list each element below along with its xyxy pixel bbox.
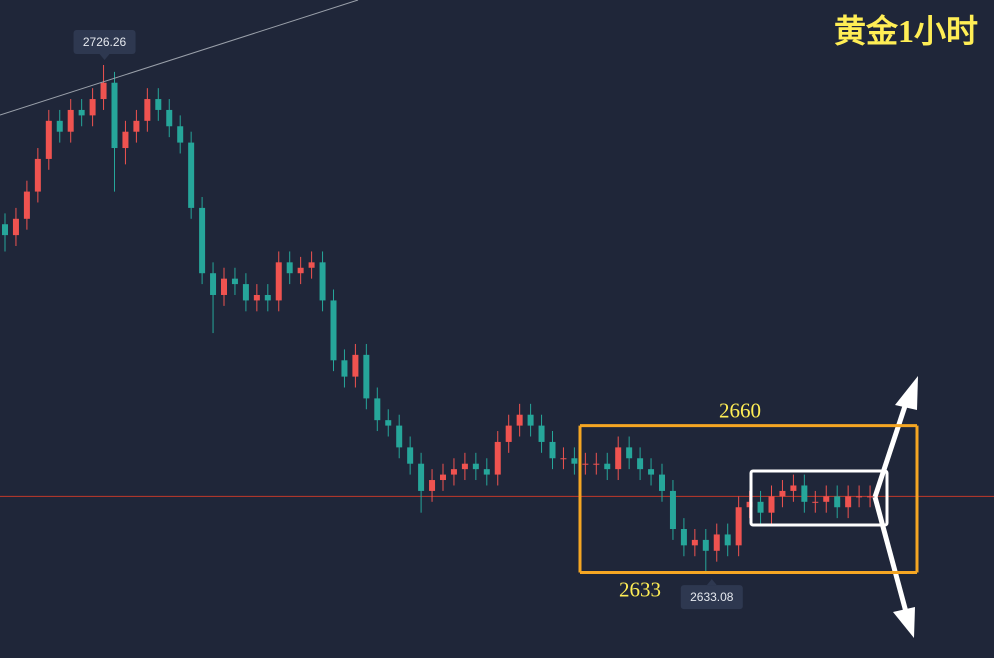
candle-body [867, 496, 874, 498]
chart-title: 黄金1小时 [834, 13, 978, 49]
candle-body [461, 463, 468, 470]
candle-body [768, 496, 775, 513]
candle-body [604, 463, 611, 470]
candle-body [691, 539, 698, 546]
candle-body [242, 284, 249, 301]
candle-body [122, 131, 129, 149]
candle-body [626, 447, 633, 459]
candle-body [659, 474, 665, 491]
arrow-down-head [893, 607, 915, 638]
candle-body [593, 463, 600, 465]
candle-body [757, 501, 764, 513]
candle-body [45, 120, 52, 159]
candle-body [253, 294, 260, 301]
candle-body [385, 420, 392, 426]
candle-body [56, 120, 63, 132]
candle-body [527, 414, 534, 426]
price-tag-box [680, 585, 743, 610]
candle-body [297, 267, 304, 274]
candle-body [155, 99, 162, 110]
candle-body [779, 490, 786, 497]
candle-body [637, 458, 644, 470]
candle-body [494, 441, 501, 475]
candle-body [790, 485, 797, 491]
candle-body [12, 218, 19, 236]
price-tag-pointer [706, 579, 717, 586]
candle-body [34, 158, 41, 192]
candle-body [177, 126, 184, 143]
candle-body [823, 496, 830, 502]
candle-body [199, 207, 206, 274]
candle-body [2, 224, 8, 236]
candle-body [231, 278, 238, 285]
arrow-down [872, 496, 909, 613]
candle-body [275, 262, 282, 301]
candle-body [374, 398, 381, 421]
price-tag-box [73, 29, 136, 54]
candle-body [549, 441, 556, 459]
candle-body [582, 463, 589, 465]
price-tag: 2633.08 [690, 590, 734, 604]
candle-body [615, 447, 622, 470]
candle-body [166, 109, 173, 127]
candle-body [483, 469, 490, 475]
price-tag: 2726.26 [83, 35, 127, 49]
candle-body [78, 109, 85, 116]
level-label: 2660 [719, 399, 761, 423]
arrow-up-head [895, 376, 918, 410]
arrows [872, 376, 918, 638]
arrow-up [872, 402, 909, 498]
candle-body [111, 82, 118, 149]
candle-body [407, 447, 414, 464]
candle-body [221, 278, 227, 295]
candle-body [834, 496, 841, 508]
candle-body [352, 354, 359, 377]
candle-body [571, 458, 578, 464]
candle-body [713, 534, 720, 551]
candle-body [286, 262, 293, 274]
candle-body [845, 496, 852, 508]
candle-body [429, 480, 436, 491]
candle-body [363, 354, 370, 399]
candle-body [724, 534, 731, 546]
candle-body [648, 469, 655, 475]
candle-body [144, 99, 151, 121]
candle-body [23, 191, 30, 219]
candle-body [538, 425, 545, 442]
candle-body [264, 294, 271, 301]
consolidation-box [749, 469, 889, 527]
candle-body [516, 414, 523, 426]
candle-body [210, 273, 217, 295]
candle-body [100, 82, 107, 100]
candle-body [341, 360, 348, 377]
candle-body [856, 496, 863, 498]
candle-body [560, 458, 567, 460]
trend-line [0, 0, 359, 116]
candle-body [680, 529, 687, 546]
candle-body [801, 485, 808, 502]
candle-body [133, 120, 140, 132]
candle-body [669, 490, 676, 530]
candles [2, 64, 874, 573]
candle-body [418, 463, 425, 491]
candle-body [472, 463, 479, 470]
candle-body [89, 99, 96, 116]
candle-body [440, 474, 446, 481]
candle-body [308, 262, 315, 268]
candle-body [330, 300, 337, 361]
candle-body [702, 539, 709, 551]
candle-body [505, 425, 512, 442]
candle-body [319, 262, 326, 301]
level-label: 2633 [619, 578, 661, 602]
price-tag-pointer [99, 53, 110, 60]
candle-body [67, 109, 74, 132]
candle-body [812, 501, 819, 503]
candle-body [188, 142, 195, 208]
candle-body [735, 507, 742, 546]
candle-body [450, 469, 457, 475]
candle-body [396, 425, 403, 448]
